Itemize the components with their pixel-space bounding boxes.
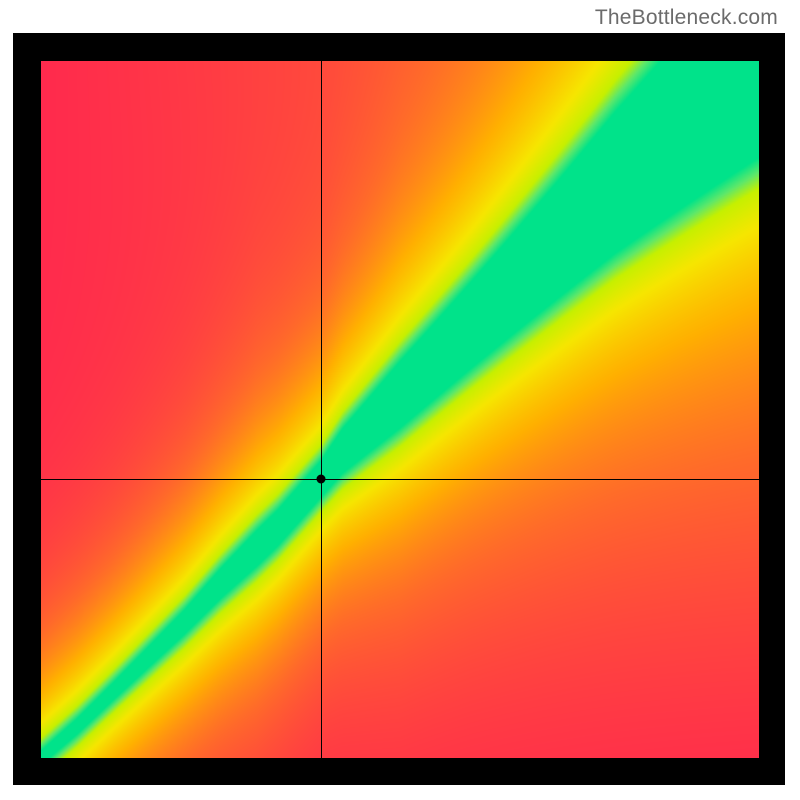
watermark-text: TheBottleneck.com bbox=[595, 6, 778, 30]
chart-container: TheBottleneck.com bbox=[0, 0, 800, 800]
bottleneck-heatmap bbox=[41, 61, 759, 758]
selection-dot-icon bbox=[317, 475, 326, 484]
crosshair-vertical bbox=[321, 61, 322, 758]
crosshair-horizontal bbox=[41, 479, 759, 480]
